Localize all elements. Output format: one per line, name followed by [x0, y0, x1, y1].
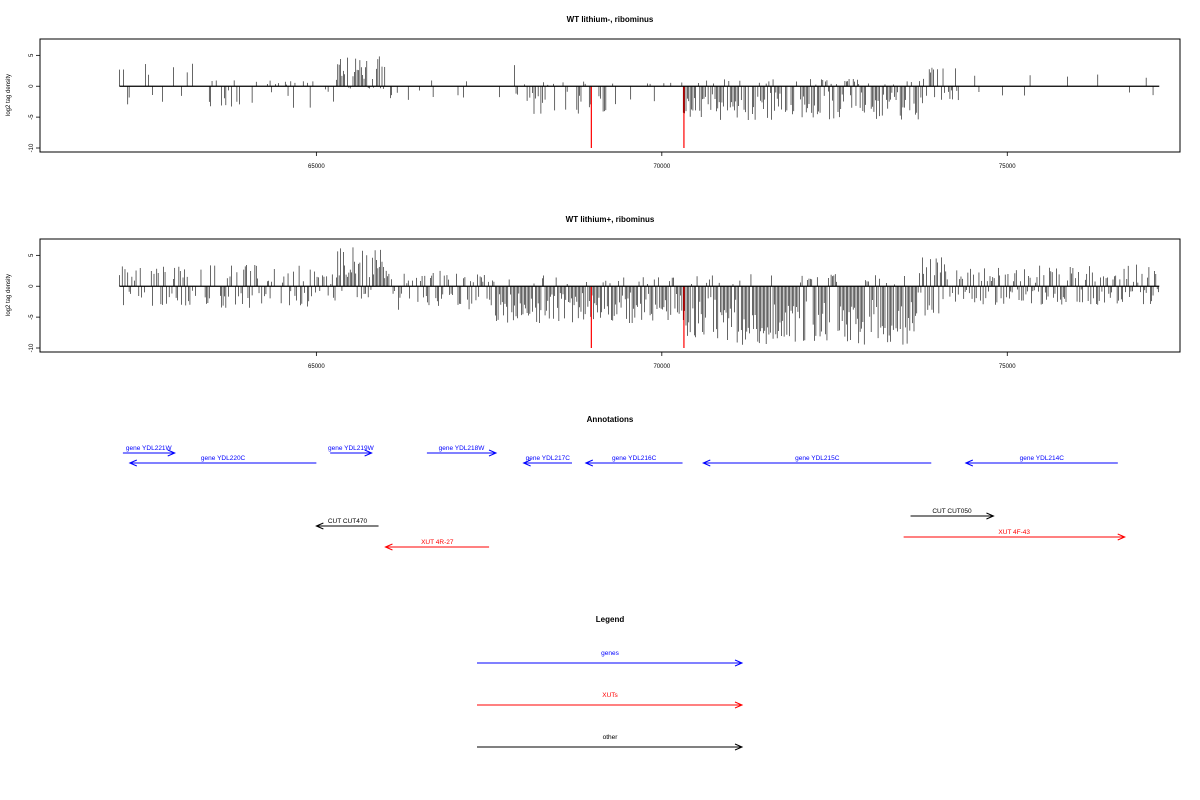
legend-label: XUTs	[602, 692, 618, 699]
y-tick-label: -10	[29, 143, 35, 152]
feature-arrow-head	[488, 449, 498, 457]
x-tick-label: 70000	[653, 364, 670, 370]
feature-arrow-head	[167, 449, 176, 457]
y-axis: -10 -5 0 5	[29, 53, 40, 152]
annotation-feature: gene YDL219W	[328, 445, 375, 457]
feature-label: gene YDL219W	[328, 445, 375, 452]
x-tick-label: 75000	[999, 164, 1016, 170]
y-axis-label: log2 tag density	[6, 274, 12, 316]
x-tick-label: 65000	[308, 364, 325, 370]
feature-label: gene YDL216C	[612, 455, 657, 462]
feature-label: gene YDL215C	[795, 455, 840, 462]
legend-label: genes	[601, 650, 619, 657]
y-tick-label: 5	[29, 53, 35, 57]
annotation-feature: XUT 4F-43	[903, 529, 1126, 541]
feature-arrow-head	[364, 449, 373, 457]
legend-label: other	[603, 734, 619, 741]
annotation-feature: CUT CUT470	[315, 518, 379, 530]
bar-series	[119, 56, 1154, 120]
feature-arrow-head	[384, 543, 393, 551]
annotation-features: gene YDL221W gene YDL220C gene YDL219W gene…	[122, 445, 1126, 551]
legend-item: other	[477, 734, 744, 751]
marker-series	[590, 286, 685, 348]
legend-title: Legend	[596, 615, 625, 624]
annotation-feature: gene YDL215C	[702, 455, 932, 467]
annotation-feature: gene YDL217C	[522, 455, 572, 467]
feature-arrow-head	[964, 459, 974, 467]
x-axis: 65000 70000 75000	[308, 352, 1016, 370]
feature-arrow-head	[128, 459, 138, 467]
panel-title: WT lithium+, ribominus	[566, 215, 655, 224]
y-axis: -10 -5 0 5	[29, 253, 40, 352]
legend-arrow-head	[734, 701, 744, 709]
feature-arrow-head	[522, 459, 531, 467]
y-tick-label: 0	[29, 284, 35, 288]
feature-arrow-head	[702, 459, 711, 467]
density-panel-lithium-minus: WT lithium-, ribominus log2 tag density …	[6, 15, 1181, 170]
legend-item: XUTs	[477, 692, 744, 709]
y-tick-label: -5	[29, 314, 35, 320]
y-tick-label: 5	[29, 253, 35, 257]
x-tick-label: 70000	[653, 164, 670, 170]
feature-label: gene YDL217C	[526, 455, 571, 462]
feature-label: CUT CUT050	[932, 508, 972, 515]
feature-label: XUT 4R-27	[421, 539, 454, 546]
feature-arrow-head	[986, 512, 995, 520]
legend: Legend genes XUTs other	[477, 615, 744, 751]
legend-arrow-head	[734, 743, 744, 751]
plot-frame	[39, 38, 1181, 153]
y-axis-label: log2 tag density	[6, 74, 12, 116]
feature-label: gene YDL218W	[439, 445, 486, 452]
annotation-feature: XUT 4R-27	[384, 539, 490, 551]
y-tick-label: -10	[29, 343, 35, 352]
bar-series	[119, 247, 1159, 345]
annotation-feature: gene YDL216C	[584, 455, 683, 467]
y-tick-label: -5	[29, 114, 35, 120]
legend-item: genes	[477, 650, 744, 667]
annotation-feature: gene YDL214C	[964, 455, 1118, 467]
density-panel-lithium-plus: WT lithium+, ribominus log2 tag density …	[6, 215, 1181, 370]
feature-label: XUT 4F-43	[998, 529, 1030, 536]
legend-items: genes XUTs other	[477, 650, 744, 751]
annotation-feature: gene YDL218W	[426, 445, 498, 457]
annotation-feature: CUT CUT050	[910, 508, 995, 520]
annotations-title: Annotations	[587, 415, 634, 424]
panel-title: WT lithium-, ribominus	[567, 15, 654, 24]
feature-arrow-head	[315, 522, 324, 530]
annotation-feature: gene YDL220C	[128, 455, 317, 467]
x-tick-label: 75000	[999, 364, 1016, 370]
plot-frame	[39, 238, 1181, 353]
feature-arrow-head	[1117, 533, 1126, 541]
x-axis: 65000 70000 75000	[308, 152, 1016, 170]
marker-series	[590, 86, 685, 148]
feature-arrow-head	[584, 459, 594, 467]
feature-label: gene YDL220C	[201, 455, 246, 462]
feature-label: CUT CUT470	[328, 518, 368, 525]
annotation-feature: gene YDL221W	[122, 445, 176, 457]
feature-label: gene YDL221W	[126, 445, 173, 452]
legend-arrow-head	[734, 659, 744, 667]
x-tick-label: 65000	[308, 164, 325, 170]
feature-label: gene YDL214C	[1020, 455, 1065, 462]
y-tick-label: 0	[29, 84, 35, 88]
